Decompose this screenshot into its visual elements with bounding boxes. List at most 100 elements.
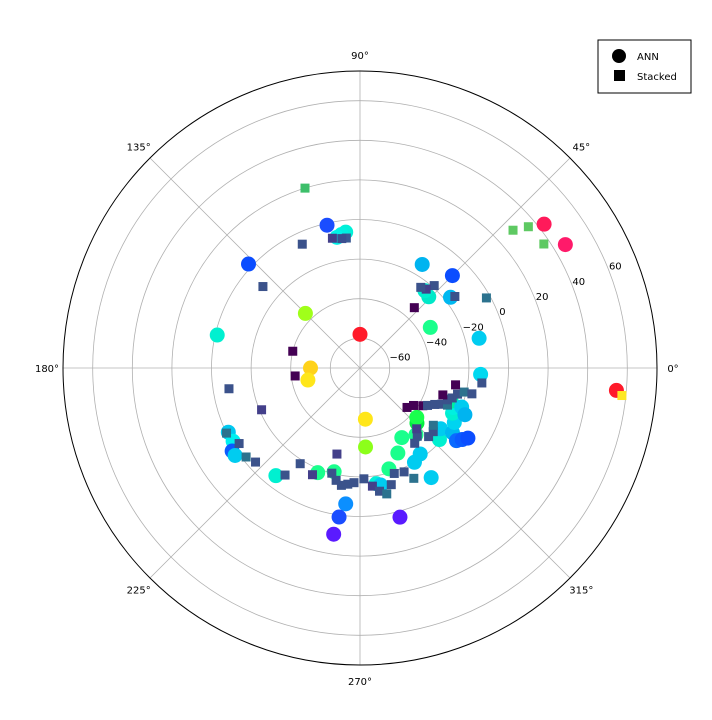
radius-tick-labels: −60 −40 −20 0 20 40 60 — [389, 262, 621, 364]
ann-point — [473, 366, 489, 382]
stacked-point — [617, 391, 627, 401]
ann-point — [331, 509, 347, 525]
stacked-point — [447, 393, 457, 403]
radius-tick-label: 0 — [499, 307, 505, 318]
stacked-point — [428, 420, 438, 430]
stacked-point — [410, 438, 420, 448]
legend-box — [597, 39, 692, 94]
ann-point — [557, 237, 573, 253]
stacked-point — [409, 473, 419, 483]
legend-marker-ann — [612, 49, 626, 63]
ann-point — [390, 445, 406, 461]
ann-point — [326, 526, 342, 542]
stacked-point — [412, 424, 422, 434]
stacked-point — [224, 384, 234, 394]
legend: ANN Stacked — [597, 39, 692, 94]
stacked-point — [327, 468, 337, 478]
stacked-point — [418, 401, 428, 411]
angle-tick-label: 225° — [127, 585, 151, 596]
stacked-point — [349, 478, 359, 488]
angle-tick-label: 90° — [351, 51, 369, 62]
ann-point — [240, 256, 256, 272]
stacked-point — [258, 282, 268, 292]
stacked-point — [523, 222, 533, 232]
stacked-point — [450, 292, 460, 302]
ann-point — [268, 468, 284, 484]
ann-point — [422, 319, 438, 335]
stacked-point — [336, 480, 346, 490]
stacked-point — [412, 431, 422, 441]
stacked-point — [300, 183, 310, 193]
ann-point — [357, 411, 373, 427]
stacked-point — [307, 470, 317, 480]
radius-tick-label: 40 — [572, 277, 585, 288]
stacked-point — [429, 281, 439, 291]
legend-label-ann: ANN — [637, 52, 659, 63]
stacked-point — [367, 481, 377, 491]
stacked-point — [222, 428, 232, 438]
stacked-point — [481, 293, 491, 303]
stacked-point — [430, 399, 440, 409]
stacked-point — [442, 400, 452, 410]
stacked-point — [453, 389, 463, 399]
stacked-point — [508, 225, 518, 235]
ann-point — [460, 430, 476, 446]
ann-point — [297, 305, 313, 321]
radius-tick-label: −60 — [389, 353, 410, 364]
polar-grid — [63, 71, 657, 665]
stacked-point — [442, 395, 452, 405]
stacked-point — [459, 387, 469, 397]
stacked-point — [337, 234, 347, 244]
angle-tick-label: 315° — [569, 585, 593, 596]
stacked-point — [288, 346, 298, 356]
stacked-point — [241, 452, 251, 462]
stacked-point — [295, 459, 305, 469]
radius-tick-label: 60 — [609, 262, 622, 273]
stacked-point — [382, 489, 392, 499]
angle-tick-label: 0° — [667, 364, 678, 375]
stacked-point — [428, 427, 438, 437]
stacked-point — [409, 303, 419, 313]
ann-point — [414, 256, 430, 272]
polar-outer-boundary — [62, 70, 658, 666]
stacked-point — [436, 399, 446, 409]
ann-point — [227, 447, 243, 463]
ann-point — [457, 407, 473, 423]
stacked-point — [343, 479, 353, 489]
data-points — [209, 183, 627, 542]
ann-point — [394, 430, 410, 446]
stacked-point — [251, 457, 261, 467]
stacked-point — [332, 449, 342, 459]
stacked-point — [451, 380, 461, 390]
ann-point — [303, 360, 318, 376]
radius-tick-label: −40 — [426, 337, 447, 348]
stacked-point — [438, 390, 448, 400]
stacked-point — [402, 402, 412, 412]
stacked-point — [297, 239, 307, 249]
stacked-point — [423, 400, 433, 410]
stacked-point — [341, 233, 351, 243]
ann-point — [471, 330, 487, 346]
stacked-point — [421, 284, 431, 294]
ann-point — [412, 446, 428, 462]
legend-marker-stacked — [614, 70, 625, 81]
ann-point — [209, 327, 225, 343]
stacked-point — [424, 432, 434, 442]
ann-point — [319, 217, 335, 233]
stacked-point — [234, 439, 244, 449]
angle-tick-label: 135° — [127, 143, 151, 154]
angular-gridline — [359, 157, 571, 369]
ann-point — [423, 470, 439, 486]
stacked-point — [416, 282, 426, 292]
angle-tick-labels: 0° 45° 90° 135° 180° 225° 270° 315° — [35, 51, 679, 688]
ann-point — [358, 439, 374, 455]
angular-gridline — [359, 367, 571, 579]
angle-tick-label: 45° — [572, 143, 590, 154]
stacked-point — [477, 378, 487, 388]
stacked-point — [331, 475, 341, 485]
ann-point — [352, 326, 368, 342]
stacked-point — [409, 400, 419, 410]
stacked-point — [467, 389, 477, 399]
stacked-point — [389, 468, 399, 478]
